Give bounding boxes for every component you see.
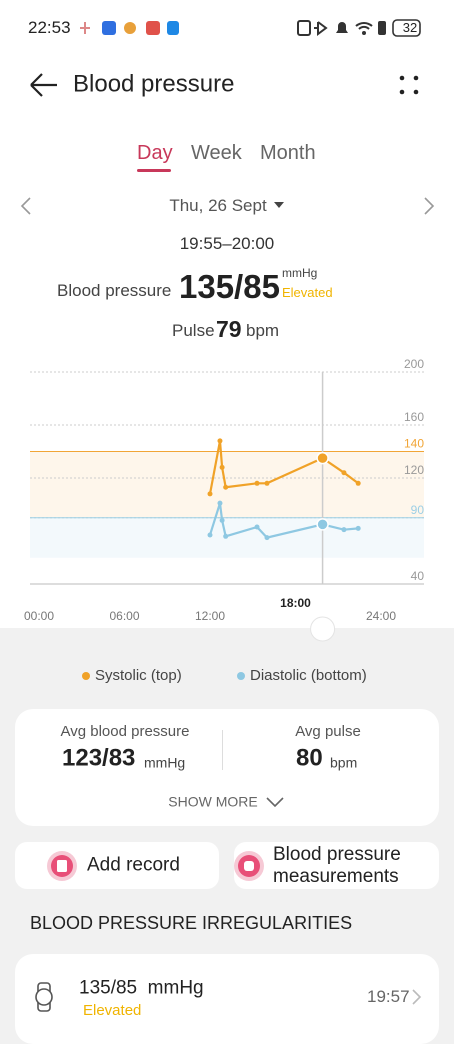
data-point — [264, 480, 270, 486]
threshold-band — [30, 451, 424, 518]
next-day[interactable] — [420, 196, 438, 216]
y-tick-label: 200 — [404, 357, 424, 371]
avg-bp-value: 123/83 — [62, 744, 136, 772]
data-point — [341, 470, 347, 476]
reading-status: Elevated — [282, 285, 333, 301]
tab[interactable]: Month — [260, 142, 316, 164]
data-point — [217, 438, 223, 444]
watch-icon — [35, 982, 53, 1012]
page-title: Blood pressure — [73, 70, 235, 98]
legend-label: Diastolic (bottom) — [250, 667, 367, 684]
data-point — [355, 525, 361, 531]
measurements-button[interactable] — [234, 842, 439, 889]
add-record-label[interactable]: Add record — [87, 854, 180, 876]
show-more-chevron[interactable] — [265, 796, 285, 808]
reading-value: 135/85 — [179, 268, 280, 306]
more-button[interactable] — [398, 74, 422, 98]
time-range: 19:55–20:00 — [179, 233, 275, 253]
pulse-unit: bpm — [246, 320, 280, 340]
tab[interactable]: Day — [137, 142, 173, 164]
summary-card — [15, 709, 439, 826]
legend-label: Systolic (top) — [95, 667, 182, 684]
x-tick-label: 00:00 — [24, 609, 54, 623]
reading-label: Blood pressure — [57, 280, 172, 300]
data-point — [207, 532, 213, 538]
pulse-value: 79 — [216, 316, 242, 343]
divider — [222, 730, 223, 770]
data-point — [207, 491, 213, 497]
legend-dot — [82, 672, 90, 680]
date[interactable]: Thu, 26 Sept — [169, 195, 267, 215]
date-dropdown[interactable] — [273, 200, 285, 210]
slider-knob — [310, 616, 336, 642]
avg-bp-label: Avg blood pressure — [60, 723, 190, 740]
back-button[interactable] — [28, 70, 60, 100]
data-point — [264, 535, 270, 541]
data-point — [223, 484, 229, 490]
avg-pulse-label: Avg pulse — [295, 723, 361, 740]
data-point — [341, 527, 347, 533]
record-value: 135/85 mmHg — [79, 977, 204, 999]
tab[interactable]: Week — [191, 142, 242, 164]
add-record-icon — [47, 851, 77, 881]
avg-pulse-unit: bpm — [330, 754, 358, 771]
y-tick-label: 90 — [411, 503, 425, 517]
data-point — [254, 480, 260, 486]
data-point — [355, 480, 361, 486]
battery-level: 32 — [402, 20, 418, 36]
x-tick-label: 12:00 — [195, 609, 225, 623]
tab-underline — [137, 169, 171, 172]
legend-dot — [237, 672, 245, 680]
top-panel — [0, 0, 454, 628]
status-icons — [80, 21, 179, 35]
avg-pulse-value: 80 — [296, 744, 323, 772]
system-icons — [297, 19, 421, 37]
chart: 40 90 120 140 160 200 00:00 06:00 12:00 18:00 24:0… — [0, 357, 454, 660]
clock: 22:53 — [28, 17, 71, 37]
data-point — [316, 518, 329, 531]
x-tick-label: 18:00 — [280, 596, 311, 610]
data-point — [219, 517, 225, 523]
record-time: 19:57 — [367, 986, 410, 1006]
data-point — [219, 464, 225, 470]
record-status: Elevated — [83, 1002, 142, 1019]
y-tick-label: 160 — [404, 410, 424, 424]
track — [0, 628, 454, 660]
data-point — [316, 451, 329, 465]
x-tick-label: 24:00 — [366, 609, 396, 623]
measurements-label[interactable]: Blood pressure measurements — [273, 844, 401, 887]
reading-unit: mmHg — [282, 265, 318, 280]
y-tick-label: 140 — [404, 437, 424, 451]
y-tick-label: 40 — [411, 569, 425, 583]
measurements-icon — [234, 851, 264, 881]
data-point — [254, 524, 260, 530]
x-tick-label: 06:00 — [109, 609, 139, 623]
avg-bp-unit: mmHg — [144, 754, 186, 771]
show-more[interactable]: SHOW MORE — [168, 793, 258, 810]
y-tick-label: 120 — [404, 463, 424, 477]
prev-day[interactable] — [18, 196, 36, 216]
data-point — [217, 500, 223, 506]
data-point — [223, 533, 229, 539]
section-title: BLOOD PRESSURE IRREGULARITIES — [30, 913, 353, 934]
pulse-label: Pulse — [172, 320, 215, 340]
record-chevron — [412, 989, 422, 1005]
